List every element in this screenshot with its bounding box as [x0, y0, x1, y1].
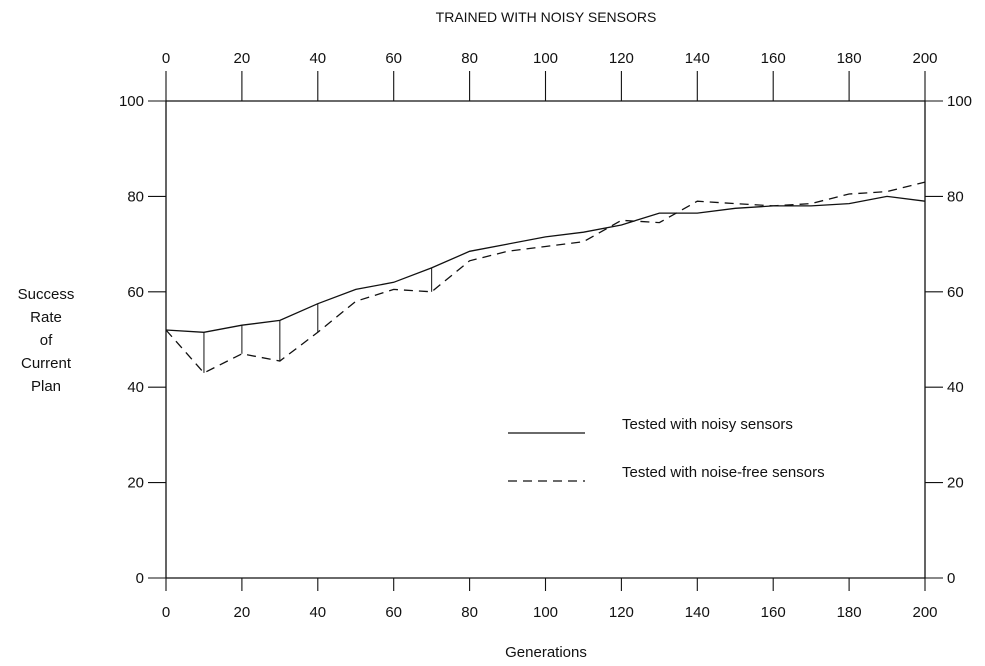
y-tick-label-left: 60: [127, 284, 144, 301]
series-lines: [165, 181, 926, 374]
y-tick-label-right: 0: [947, 570, 955, 587]
x-tick-label-top: 20: [234, 50, 251, 67]
x-tick-label-top: 80: [461, 50, 478, 67]
x-tick-label-bottom: 120: [609, 604, 634, 621]
x-tick-label-top: 180: [837, 50, 862, 67]
series-line-noisy: [165, 195, 926, 333]
y-tick-label-right: 100: [947, 93, 972, 110]
y-axis-title-line: of: [40, 332, 53, 349]
difference-lines: [203, 267, 433, 373]
y-tick-label-right: 80: [947, 188, 964, 205]
x-tick-label-bottom: 140: [685, 604, 710, 621]
x-axis-title: Generations: [505, 644, 587, 661]
x-tick-label-top: 200: [912, 50, 937, 67]
y-axis-title: Success Rate of Current Plan: [18, 286, 75, 395]
x-tick-label-top: 40: [309, 50, 326, 67]
y-axis-title-line: Rate: [30, 309, 62, 326]
x-tick-label-bottom: 40: [309, 604, 326, 621]
x-tick-label-bottom: 0: [162, 604, 170, 621]
y-tick-label-left: 80: [127, 188, 144, 205]
legend: Tested with noisy sensors Tested with noi…: [508, 416, 825, 482]
x-tick-label-top: 160: [761, 50, 786, 67]
y-tick-label-right: 40: [947, 379, 964, 396]
axis-tick-labels: 0 0 20 20 40 40 60 60 80 80 100 100 120 120 140 140 160 1…: [119, 50, 972, 621]
y-tick-label-left: 100: [119, 93, 144, 110]
x-tick-label-top: 60: [385, 50, 402, 67]
y-axis-title-line: Success: [18, 286, 75, 303]
chart-title: TRAINED WITH NOISY SENSORS: [436, 9, 657, 25]
y-axis-title-line: Current: [21, 355, 72, 372]
legend-label-noise-free: Tested with noise-free sensors: [622, 464, 825, 481]
y-tick-label-left: 0: [136, 570, 144, 587]
axis-ticks: [148, 71, 943, 591]
x-tick-label-bottom: 80: [461, 604, 478, 621]
x-tick-label-top: 100: [533, 50, 558, 67]
x-tick-label-bottom: 160: [761, 604, 786, 621]
x-tick-label-top: 120: [609, 50, 634, 67]
series-line-noise-free: [165, 181, 926, 374]
x-tick-label-top: 140: [685, 50, 710, 67]
y-tick-label-left: 40: [127, 379, 144, 396]
x-tick-label-bottom: 180: [837, 604, 862, 621]
y-axis-title-line: Plan: [31, 378, 61, 395]
x-tick-label-bottom: 60: [385, 604, 402, 621]
x-tick-label-bottom: 200: [912, 604, 937, 621]
x-tick-label-bottom: 100: [533, 604, 558, 621]
x-tick-label-top: 0: [162, 50, 170, 67]
y-tick-label-left: 20: [127, 475, 144, 492]
y-tick-label-right: 60: [947, 284, 964, 301]
y-tick-label-right: 20: [947, 475, 964, 492]
legend-label-noisy: Tested with noisy sensors: [622, 416, 793, 433]
x-tick-label-bottom: 20: [234, 604, 251, 621]
